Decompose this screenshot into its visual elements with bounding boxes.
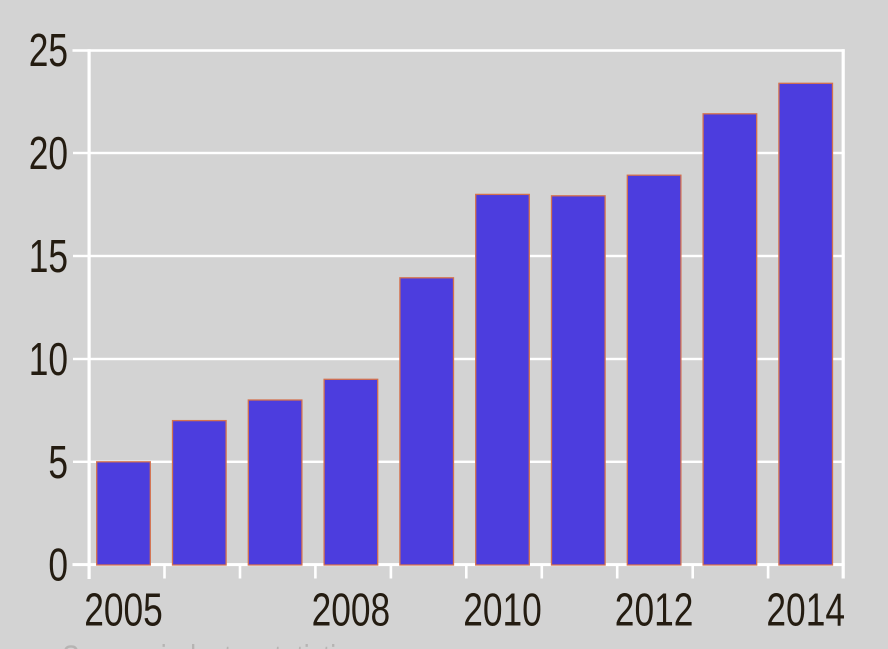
svg-text:5: 5 <box>48 436 68 488</box>
svg-text:2008: 2008 <box>312 584 391 636</box>
svg-text:25: 25 <box>29 24 68 76</box>
svg-text:2010: 2010 <box>463 584 542 636</box>
svg-text:10: 10 <box>29 333 68 385</box>
svg-text:2014: 2014 <box>766 584 845 636</box>
svg-text:20: 20 <box>29 127 68 179</box>
svg-text:15: 15 <box>29 230 68 282</box>
svg-text:2012: 2012 <box>615 584 694 636</box>
svg-text:Source: industry statistics: Source: industry statistics <box>62 639 363 649</box>
svg-text:0: 0 <box>48 539 68 591</box>
svg-text:2005: 2005 <box>84 584 163 636</box>
